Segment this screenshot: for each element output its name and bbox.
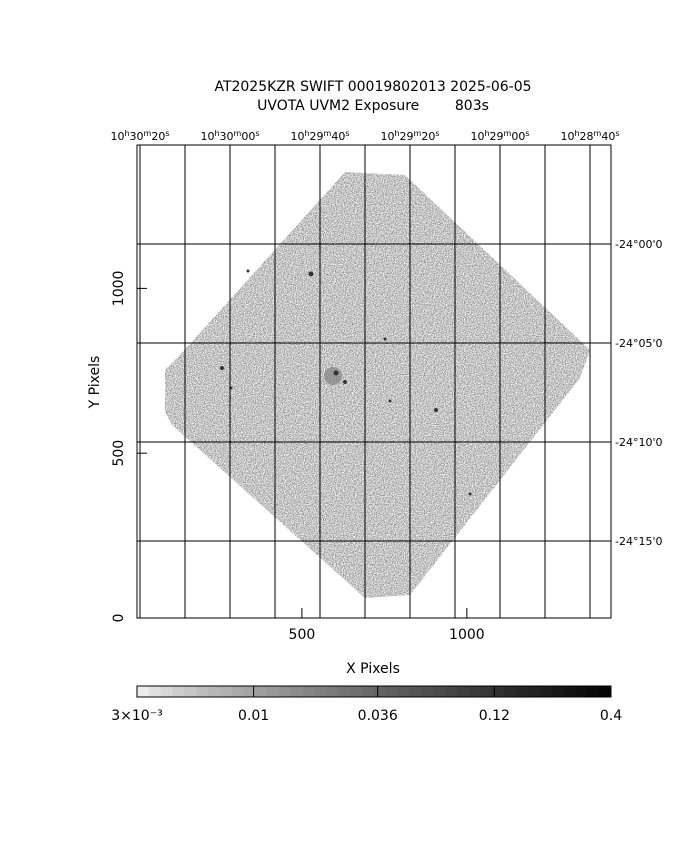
- ra-tick-label: 10h30m00s: [200, 129, 259, 144]
- x-tick-label: 1000: [449, 627, 485, 643]
- y-axis-label: Y Pixels: [87, 356, 103, 410]
- colorbar-step: [172, 686, 185, 697]
- colorbar-step: [148, 686, 162, 697]
- colorbar-step: [397, 686, 411, 697]
- colorbar-step: [421, 686, 434, 697]
- colorbar-step: [326, 686, 339, 697]
- colorbar-step: [385, 686, 399, 697]
- x-axis-label: X Pixels: [346, 661, 400, 677]
- colorbar-step: [184, 686, 197, 697]
- colorbar-step: [267, 686, 280, 697]
- dec-tick-label: -24°05'0: [615, 337, 663, 350]
- dec-tick-label: -24°15'0: [615, 535, 663, 548]
- colorbar-tick-label: 0.01: [238, 708, 269, 724]
- colorbar-step: [539, 686, 553, 697]
- colorbar-step: [137, 686, 150, 697]
- colorbar-step: [587, 686, 600, 697]
- colorbar-step: [338, 686, 351, 697]
- ra-tick-label: 10h29m20s: [380, 129, 439, 144]
- dec-tick-label: -24°00'0: [615, 238, 663, 251]
- colorbar-step: [433, 686, 446, 697]
- ra-tick-label: 10h29m00s: [470, 129, 529, 144]
- colorbar-tick-label: 0.036: [358, 708, 398, 724]
- colorbar-step: [456, 686, 470, 697]
- exposure-image: [165, 172, 590, 598]
- colorbar-step: [445, 686, 458, 697]
- colorbar-step: [599, 686, 612, 697]
- colorbar-step: [516, 686, 529, 697]
- colorbar-step: [219, 686, 233, 697]
- ra-tick-label: 10h30m20s: [110, 129, 169, 144]
- colorbar-step: [468, 686, 482, 697]
- colorbar-step: [291, 686, 304, 697]
- colorbar-step: [374, 686, 387, 697]
- ra-tick-label: 10h29m40s: [290, 129, 349, 144]
- colorbar-step: [196, 686, 209, 697]
- colorbar-step: [279, 686, 292, 697]
- colorbar-step: [255, 686, 268, 697]
- y-tick-label: 0: [111, 614, 127, 623]
- y-tick-label: 1000: [111, 271, 127, 307]
- colorbar-step: [362, 686, 375, 697]
- x-tick-label: 500: [289, 627, 316, 643]
- colorbar-step: [302, 686, 316, 697]
- colorbar-step: [551, 686, 565, 697]
- plot-frame: [136, 144, 612, 619]
- colorbar-tick-label: 0.4: [600, 708, 622, 724]
- colorbar-tick-label: 0.12: [479, 708, 510, 724]
- colorbar-step: [208, 686, 221, 697]
- colorbar-outline: [136, 685, 612, 698]
- colorbar-step: [575, 686, 588, 697]
- y-tick-label: 500: [111, 440, 127, 467]
- colorbar-tick-label: 3×10⁻³: [111, 708, 162, 724]
- colorbar-step: [160, 686, 174, 697]
- colorbar-step: [504, 686, 517, 697]
- colorbar-step: [528, 686, 541, 697]
- chart-title: AT2025KZR SWIFT 00019802013 2025-06-05: [214, 79, 531, 95]
- colorbar-step: [409, 686, 422, 697]
- colorbar-step: [480, 686, 493, 697]
- colorbar-step: [314, 686, 328, 697]
- colorbar-step: [492, 686, 505, 697]
- dec-tick-label: -24°10'0: [615, 436, 663, 449]
- colorbar-step: [350, 686, 363, 697]
- chart-subtitle: UVOTA UVM2 Exposure 803s: [257, 98, 489, 114]
- colorbar-step: [563, 686, 576, 697]
- colorbar-step: [243, 686, 256, 697]
- colorbar-step: [231, 686, 245, 697]
- ra-tick-label: 10h28m40s: [560, 129, 619, 144]
